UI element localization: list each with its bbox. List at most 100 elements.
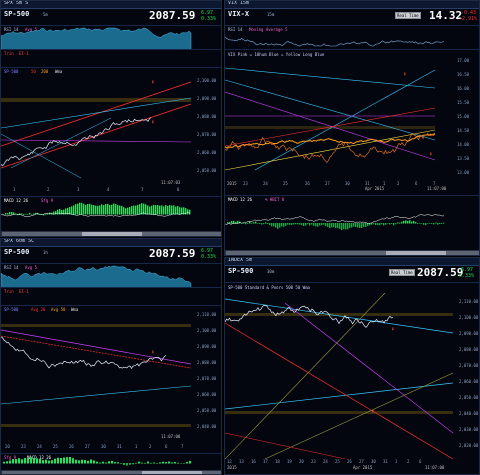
macd-bar: [395, 223, 397, 225]
rsi-subpane[interactable]: RSI 14 Moving Average 5: [225, 25, 479, 50]
rsi-subpane[interactable]: RSI 14 Avg 5: [1, 25, 221, 50]
horizontal-scrollbar[interactable]: [225, 250, 479, 255]
month-label: Apr 2015: [353, 465, 373, 470]
y-tick: 2,070.00: [459, 363, 479, 368]
scroll-thumb[interactable]: [386, 251, 446, 255]
macd-bar: [99, 205, 101, 215]
interval-label[interactable]: 1h: [43, 250, 48, 255]
real-time-button[interactable]: Real Time: [389, 269, 415, 276]
interval-label[interactable]: 15m: [267, 12, 275, 17]
interval-label[interactable]: 30m: [267, 269, 275, 274]
y-tick: 13.00: [457, 170, 470, 175]
rsi-label: RSI 14: [4, 27, 19, 32]
macd-bar: [335, 223, 337, 229]
x-tick: 13: [239, 459, 244, 464]
macd-bar: [171, 462, 174, 464]
x-tick: 26: [305, 181, 310, 186]
rsi-label: RSI 14: [228, 27, 243, 32]
macd-bar: [35, 212, 37, 215]
horizontal-scrollbar[interactable]: [1, 231, 221, 236]
y-tick: 2,020.00: [459, 443, 479, 448]
macd-bar: [132, 463, 135, 465]
pane-vix-15m[interactable]: VIX 15m VIX-X 15m Real Time 14.32 -0.43 …: [224, 0, 480, 256]
x-tick: 25: [53, 444, 58, 449]
macd-bar: [69, 457, 72, 464]
trin-subpane[interactable]: Trin EI-1: [1, 287, 221, 306]
macd-bar: [133, 205, 135, 215]
macd-bar: [327, 223, 329, 227]
macd-bar: [151, 205, 153, 215]
interval-label[interactable]: 5m: [43, 12, 48, 17]
macd-bar: [165, 205, 167, 215]
price-subpane[interactable]: SP-500 50 200 Wma ⬇ ⬇ 2,100.00 2,090.00 …: [1, 67, 221, 188]
macd-subpane[interactable]: MACD 12 26 Sfg 9: [1, 196, 221, 231]
macd-bar: [331, 223, 333, 228]
window-titlebar[interactable]: INDEX 5m: [225, 258, 479, 266]
macd-bar: [114, 462, 117, 464]
trin-subpane[interactable]: Trin EI-1: [1, 49, 221, 68]
macd-bar: [63, 457, 66, 464]
macd-bar: [91, 204, 93, 215]
macd-bar: [9, 460, 12, 464]
time-label: 11:07:00: [161, 434, 181, 439]
ma-50-label: Avg 50: [51, 307, 66, 312]
pane-spx-60m[interactable]: SPX 60m SC SP-500 1h 2087.59 6.97 0.33% …: [0, 238, 222, 475]
year-label: 2015: [227, 465, 237, 470]
macd-bar: [293, 223, 295, 225]
window-titlebar[interactable]: SPX 60m SC: [1, 239, 221, 247]
rsi-subpane[interactable]: RSI 14 Avg 5: [1, 263, 221, 288]
price-subpane[interactable]: SP-500 Avg 20 Avg 50 Wma ⬇ 2,110.00 2,10…: [1, 305, 221, 444]
pct-change: -2.91%: [459, 16, 478, 22]
macd-bar: [71, 206, 73, 215]
svg-text:⬇: ⬇: [151, 349, 155, 356]
macd-bar: [271, 223, 273, 227]
macd-bar: [45, 214, 47, 216]
macd-bar: [337, 223, 339, 229]
scroll-thumb[interactable]: [82, 232, 142, 236]
macd-bar: [231, 220, 233, 224]
macd-signal-label: Sfg 9: [41, 198, 54, 203]
macd-bar: [69, 207, 71, 215]
macd-bar: [265, 222, 267, 224]
macd-subpane[interactable]: MACD 12 26 % HBIT 8: [225, 195, 479, 250]
scroll-thumb[interactable]: [142, 471, 202, 474]
macd-bar: [60, 457, 63, 464]
price-subpane[interactable]: VIX Pink = 18hum Blue = Yellow Long Blue…: [225, 49, 479, 190]
macd-bar: [185, 208, 187, 215]
macd-bar: [156, 463, 159, 464]
macd-bar: [127, 207, 129, 215]
macd-bar: [169, 205, 171, 215]
pane-index-30m[interactable]: INDEX 5m SP-500 30m Real Time 2087.59 6.…: [224, 257, 480, 475]
macd-bar: [117, 205, 119, 215]
macd-bar: [391, 223, 393, 224]
macd-subpane[interactable]: Sfg 9 MACD 12 26: [1, 453, 221, 472]
macd-bar: [177, 205, 179, 215]
horizontal-scrollbar[interactable]: [1, 470, 221, 474]
macd-bar: [43, 214, 45, 216]
macd-bar: [18, 458, 21, 464]
y-tick: 2,100.00: [459, 315, 479, 320]
macd-bar: [309, 223, 311, 226]
symbol-name[interactable]: SP-500: [4, 248, 30, 256]
time-label: 11:07:00: [425, 465, 445, 470]
x-tick: 23: [21, 444, 26, 449]
window-titlebar[interactable]: VIX 15m: [225, 1, 479, 9]
macd-bar: [102, 461, 105, 464]
symbol-name[interactable]: VIX-X: [228, 10, 250, 18]
macd-bar: [174, 462, 177, 464]
time-label: 11:07:00: [427, 186, 447, 191]
svg-text:⬇: ⬇: [151, 119, 155, 126]
trin-label: Trin: [4, 51, 14, 56]
symbol-name[interactable]: SP-500: [228, 267, 254, 275]
macd-bar: [111, 204, 113, 215]
x-tick: 20: [5, 444, 10, 449]
trin-label: Trin: [4, 289, 14, 294]
real-time-button[interactable]: Real Time: [395, 12, 421, 19]
pane-spx-5m[interactable]: SPX 5m S SP-500 5m 2087.59 6.97 0.33% RS…: [0, 0, 222, 237]
macd-label: MACD 12 26: [27, 455, 52, 460]
macd-bar: [72, 458, 75, 464]
macd-bar: [65, 208, 67, 215]
price-subpane[interactable]: SP-500 Standard & Poors 500 50 Wma ⬇ ⬆ 2…: [225, 282, 479, 459]
symbol-name[interactable]: SP-500: [4, 10, 30, 18]
window-titlebar[interactable]: SPX 5m S: [1, 1, 221, 9]
